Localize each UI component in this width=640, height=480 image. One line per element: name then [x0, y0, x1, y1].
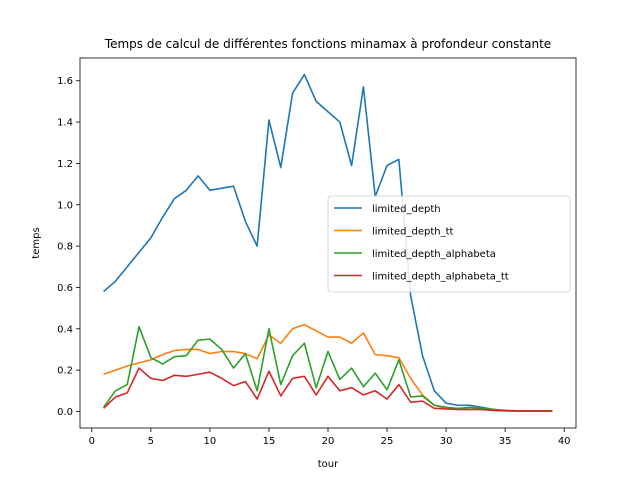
legend-box — [327, 195, 571, 293]
x-tick-label: 30 — [440, 436, 453, 447]
legend: limited_depth limited_depth_tt limited_dep… — [327, 195, 571, 293]
y-tick-label: 0.0 — [57, 407, 73, 418]
x-axis-label: tour — [318, 459, 339, 470]
y-axis-label: temps — [31, 227, 42, 258]
x-tick-label: 40 — [558, 436, 571, 447]
series-line-limited-depth-tt — [103, 323, 553, 412]
legend-label: limited_depth — [372, 204, 441, 215]
y-tick-label: 1.4 — [57, 118, 73, 129]
legend-label: limited_depth_alphabeta_tt — [372, 272, 509, 283]
x-axis-ticks: 0 5 10 15 20 25 30 35 40 — [89, 428, 571, 447]
x-tick-label: 20 — [322, 436, 335, 447]
x-tick-label: 35 — [499, 436, 512, 447]
y-tick-label: 1.6 — [57, 76, 73, 87]
y-axis-ticks: 0.0 0.2 0.4 0.6 0.8 1.0 1.2 1.4 1.6 — [57, 76, 80, 418]
series-line-limited-depth-alphabeta — [102, 325, 553, 412]
x-tick-label: 0 — [89, 436, 95, 447]
y-tick-label: 1.2 — [57, 159, 73, 170]
chart-title: Temps de calcul de différentes fonctions… — [104, 37, 551, 51]
series-layer — [102, 73, 553, 412]
y-tick-label: 1.0 — [57, 200, 73, 211]
series-line-limited-depth-alphabeta-tt — [103, 367, 553, 412]
y-tick-label: 0.2 — [57, 366, 73, 377]
legend-label: limited_depth_tt — [372, 227, 454, 238]
y-tick-label: 0.6 — [57, 283, 73, 294]
x-tick-label: 25 — [381, 436, 394, 447]
y-tick-label: 0.8 — [57, 242, 73, 253]
series-line-limited-depth — [103, 73, 553, 412]
x-tick-label: 10 — [204, 436, 217, 447]
y-tick-label: 0.4 — [57, 324, 73, 335]
x-tick-label: 5 — [148, 436, 154, 447]
legend-label: limited_depth_alphabeta — [372, 249, 496, 260]
x-tick-label: 15 — [263, 436, 276, 447]
